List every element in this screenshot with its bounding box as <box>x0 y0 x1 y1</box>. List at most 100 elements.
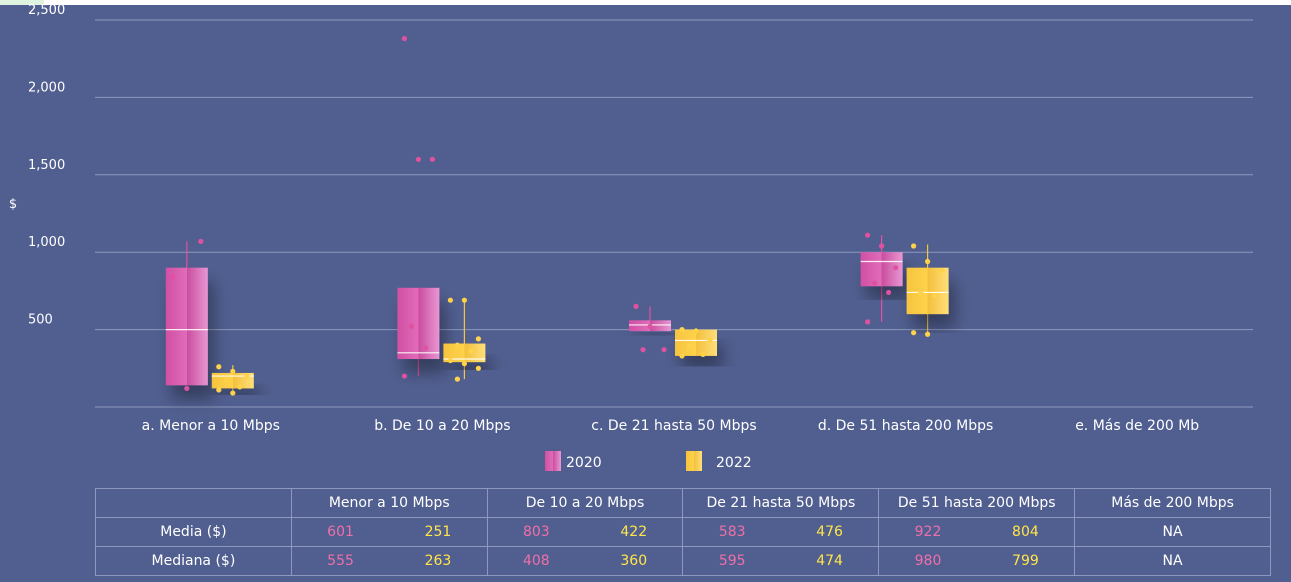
legend: 2020 2022 <box>545 451 752 471</box>
data-point <box>693 328 699 334</box>
data-point <box>633 303 639 309</box>
value-2020: 555 <box>327 553 354 569</box>
table-cell-na: NA <box>1074 546 1271 576</box>
data-point <box>939 268 945 274</box>
box-2020 <box>860 232 903 325</box>
y-axis-title: $ <box>9 197 17 212</box>
data-point <box>237 384 243 390</box>
data-point <box>461 297 467 303</box>
table-header-row: Menor a 10 Mbps De 10 a 20 Mbps De 21 ha… <box>95 488 1271 518</box>
box-2020 <box>629 303 671 353</box>
table-header-cell: De 10 a 20 Mbps <box>486 488 684 518</box>
legend-swatch-2020 <box>545 451 561 471</box>
data-point <box>872 280 878 286</box>
table-cell: 803 422 <box>486 517 684 547</box>
data-point <box>170 274 176 280</box>
data-point <box>700 351 706 357</box>
row-label-media: Media ($) <box>95 517 292 547</box>
table-header-cell: De 21 hasta 50 Mbps <box>682 488 880 518</box>
data-point <box>886 289 892 296</box>
data-point <box>422 345 428 351</box>
y-axis-labels: 500 1,000 1,500 2,000 2,500 <box>28 3 65 328</box>
table-cell-na: NA <box>1074 517 1271 547</box>
box-plot-chart: 500 1,000 1,500 2,000 2,500 $ a. Menor a 10 … <box>9 3 1253 471</box>
data-point <box>415 156 421 162</box>
box-body <box>443 343 486 363</box>
data-point <box>879 243 885 249</box>
box-2022 <box>443 297 486 382</box>
value-2020: 803 <box>522 524 550 540</box>
y-tick-label: 500 <box>28 313 53 328</box>
x-tick-label: d. De 51 hasta 200 Mbps <box>818 418 993 434</box>
data-point <box>244 373 250 379</box>
box-body <box>906 267 949 315</box>
value-2022: 804 <box>1012 524 1039 540</box>
legend-item-2022: 2022 <box>686 451 752 471</box>
value-2022: 474 <box>816 553 843 569</box>
data-point <box>401 35 407 42</box>
box-2020 <box>397 35 440 379</box>
legend-swatch-2022 <box>686 451 702 471</box>
grid-lines <box>95 19 1253 331</box>
data-point <box>230 368 236 374</box>
data-point <box>640 347 646 353</box>
data-point <box>454 376 460 382</box>
table-cell: 980 799 <box>878 546 1076 576</box>
data-point <box>475 365 481 371</box>
value-2020: 408 <box>522 553 550 569</box>
table-header-cell: De 51 hasta 200 Mbps <box>878 488 1076 518</box>
x-axis-labels: a. Menor a 10 Mbps b. De 10 a 20 Mbps c. D… <box>142 418 1200 434</box>
data-point <box>865 319 871 325</box>
data-point <box>401 373 407 379</box>
data-point <box>447 297 453 303</box>
x-tick-label: a. Menor a 10 Mbps <box>142 418 280 434</box>
data-point <box>230 390 236 396</box>
box-2022 <box>906 243 949 337</box>
data-point <box>461 361 467 367</box>
data-point <box>198 238 204 244</box>
legend-label-2022: 2022 <box>716 455 752 471</box>
table-header-cell: Más de 200 Mbps <box>1074 488 1271 518</box>
data-point <box>707 337 713 344</box>
data-point <box>911 330 917 336</box>
y-tick-label: 1,500 <box>28 158 65 173</box>
box-body <box>397 287 440 360</box>
data-point <box>925 258 931 265</box>
value-2020: 601 <box>327 524 354 540</box>
data-point <box>475 336 481 342</box>
value-2022: 799 <box>1012 553 1039 569</box>
x-tick-label: c. De 21 hasta 50 Mbps <box>591 418 756 434</box>
x-tick-label: e. Más de 200 Mb <box>1075 418 1199 434</box>
data-point <box>223 376 229 382</box>
data-point <box>216 364 222 370</box>
data-point <box>932 292 938 299</box>
data-point <box>686 344 692 350</box>
value-2022: 263 <box>424 553 452 569</box>
data-point <box>447 357 453 364</box>
data-point <box>893 265 899 271</box>
data-point <box>454 342 460 348</box>
table-cell: 595 474 <box>682 546 880 576</box>
data-point <box>647 323 653 330</box>
value-2020: 922 <box>914 524 942 540</box>
data-point <box>865 232 871 238</box>
box-body <box>211 372 254 389</box>
data-point <box>918 289 924 296</box>
table-cell: 408 360 <box>486 546 684 576</box>
box-2020 <box>165 238 208 392</box>
data-point <box>661 347 667 353</box>
box-2022 <box>211 364 254 396</box>
data-point <box>408 323 414 330</box>
data-point <box>911 243 917 249</box>
value-2022: 422 <box>620 524 648 540</box>
row-label-mediana: Mediana ($) <box>95 546 292 576</box>
data-point <box>468 348 474 354</box>
stats-table: Menor a 10 Mbps De 10 a 20 Mbps De 21 ha… <box>95 488 1271 576</box>
y-tick-label: 2,000 <box>28 80 65 95</box>
value-2020: 980 <box>914 553 942 569</box>
table-header-cell: Menor a 10 Mbps <box>290 488 488 518</box>
y-tick-label: 1,000 <box>28 235 65 250</box>
table-row-media: Media ($) 601 251 803 422 583 476 922 804 NA <box>95 517 1271 547</box>
top-bar <box>0 0 1291 5</box>
data-point <box>925 331 931 337</box>
